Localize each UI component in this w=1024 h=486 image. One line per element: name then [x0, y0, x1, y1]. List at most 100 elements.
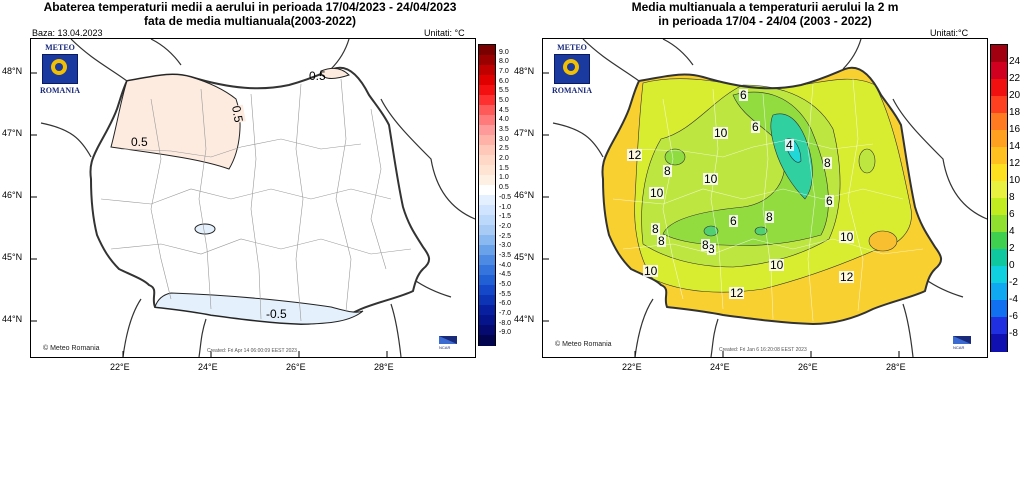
- colorbar-swatch: [991, 181, 1007, 199]
- colorbar-label: 4.0: [499, 116, 509, 124]
- left-logo-icon: [42, 54, 78, 84]
- left-logo-top: METEO: [45, 43, 75, 52]
- right-title: Media multianuala a temperaturii aerului…: [540, 0, 990, 28]
- right-contour-label: 8: [663, 164, 672, 178]
- colorbar-swatch: [991, 113, 1007, 131]
- left-created: Created: Fri Apr 14 06:00:09 EEST 2023: [207, 348, 297, 354]
- colorbar-label: -2.5: [499, 232, 512, 240]
- colorbar-swatch: [991, 96, 1007, 114]
- colorbar-swatch: [991, 215, 1007, 233]
- right-colorbar: 24 22 20 18 16 14 12 10 8 6 4 2 0 -2 -4 -6 -8: [990, 44, 1024, 356]
- colorbar-label: -5.0: [499, 280, 512, 288]
- right-lat-label: 48°N: [514, 66, 535, 76]
- left-lat-label: 46°N: [2, 190, 23, 200]
- right-cool-spot: [664, 148, 686, 166]
- colorbar-label: 18: [1009, 107, 1021, 118]
- colorbar-swatch: [991, 266, 1007, 284]
- right-warm-spot: [868, 230, 898, 252]
- colorbar-label: -7.0: [499, 309, 512, 317]
- left-lat-label: 45°N: [2, 252, 23, 262]
- left-contour-label: 0.5: [309, 69, 326, 83]
- colorbar-label: 5.0: [499, 97, 509, 105]
- right-contour-label: 12: [729, 286, 745, 300]
- right-lat-label: 44°N: [514, 314, 535, 324]
- colorbar-label: -4.5: [499, 271, 512, 279]
- right-contour-label: 6: [751, 120, 760, 134]
- right-map-svg: [543, 39, 987, 357]
- left-title-line2: fata de media multianuala(2003-2022): [143, 14, 357, 28]
- colorbar-label: 2.5: [499, 145, 509, 153]
- colorbar-swatch: [479, 125, 495, 136]
- colorbar-swatch: [479, 185, 495, 196]
- right-colorbar-swatches: [990, 44, 1008, 352]
- colorbar-label: 1.0: [499, 174, 509, 182]
- colorbar-swatch: [479, 205, 495, 216]
- colorbar-label: 2.0: [499, 155, 509, 163]
- colorbar-label: 3.5: [499, 126, 509, 134]
- right-meteo-logo: METEO ROMANIA: [549, 43, 595, 105]
- colorbar-swatch: [479, 335, 495, 346]
- left-logo-bottom: ROMANIA: [40, 86, 80, 95]
- colorbar-label: 3.0: [499, 135, 509, 143]
- colorbar-label: -8: [1009, 328, 1018, 339]
- left-county-borders: [100, 78, 412, 322]
- colorbar-label: 6: [1009, 209, 1015, 220]
- left-lon-label: 22°E: [110, 362, 130, 372]
- colorbar-label: 22: [1009, 73, 1021, 84]
- right-contour-label: 4: [785, 138, 794, 152]
- colorbar-label: 5.5: [499, 87, 509, 95]
- colorbar-swatch: [991, 198, 1007, 216]
- right-cool-spot: [754, 226, 768, 236]
- colorbar-label: 24: [1009, 56, 1021, 67]
- colorbar-swatch: [991, 62, 1007, 80]
- right-contour-label: 8: [823, 156, 832, 170]
- colorbar-label: -0.5: [499, 193, 512, 201]
- colorbar-label: -2: [1009, 277, 1018, 288]
- right-lon-label: 24°E: [710, 362, 730, 372]
- left-contour-label: 0.5: [229, 104, 246, 124]
- left-colorbar: 9.0 8.0 7.0 6.0 5.5 5.0 4.5 4.0 3.5 3.0 2.5 2.0 1.5 1…: [478, 44, 528, 350]
- colorbar-label: 1.5: [499, 164, 509, 172]
- left-cool-anomaly: [154, 292, 364, 325]
- right-lon-label: 26°E: [798, 362, 818, 372]
- right-created: Created: Fri Jan 6 16:20:08 EEST 2023: [719, 347, 807, 353]
- colorbar-swatch: [479, 265, 495, 276]
- colorbar-swatch: [991, 334, 1007, 352]
- colorbar-swatch: [991, 249, 1007, 267]
- colorbar-swatch: [479, 175, 495, 186]
- right-axis-ticks: [543, 72, 900, 357]
- left-copyright: © Meteo Romania: [43, 345, 100, 352]
- colorbar-swatch: [479, 285, 495, 296]
- right-units: Unitati:°C: [930, 28, 969, 38]
- right-contour-label: 10: [839, 230, 855, 244]
- colorbar-label: 0: [1009, 260, 1015, 271]
- left-warm-anomaly-ne: [320, 67, 350, 79]
- left-lat-label: 47°N: [2, 128, 23, 138]
- left-meteo-logo: METEO ROMANIA: [37, 43, 83, 105]
- colorbar-label: 14: [1009, 141, 1021, 152]
- right-lat-label: 45°N: [514, 252, 535, 262]
- colorbar-label: 6.0: [499, 77, 509, 85]
- colorbar-swatch: [991, 79, 1007, 97]
- right-contour-label: 6: [739, 88, 748, 102]
- left-contour-label: -0.5: [266, 307, 287, 321]
- colorbar-swatch: [479, 55, 495, 66]
- right-contour-label: 6: [729, 214, 738, 228]
- colorbar-label: -9.0: [499, 329, 512, 337]
- right-neighbor-borders: [552, 39, 987, 357]
- colorbar-label: -3.0: [499, 242, 512, 250]
- left-ncar-icon: [439, 335, 457, 347]
- left-map-svg: [31, 39, 475, 357]
- colorbar-swatch: [991, 45, 1007, 63]
- right-county-borders: [612, 78, 924, 322]
- colorbar-swatch: [991, 317, 1007, 335]
- colorbar-swatch: [479, 255, 495, 266]
- colorbar-swatch: [479, 105, 495, 116]
- left-lon-label: 28°E: [374, 362, 394, 372]
- right-ncar-icon: [953, 335, 971, 347]
- right-contour-label: 10: [703, 172, 719, 186]
- right-contour-label: 10: [769, 258, 785, 272]
- colorbar-swatch: [479, 295, 495, 306]
- right-contour-label: 10: [643, 264, 659, 278]
- right-logo-icon: [554, 54, 590, 84]
